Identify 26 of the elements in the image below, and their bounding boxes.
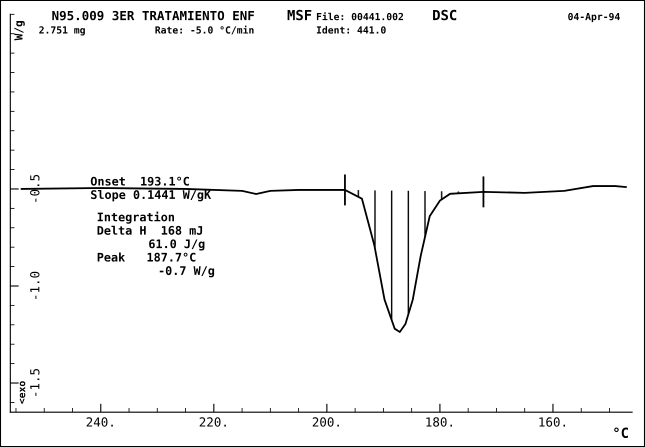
- y-tick-label: -1.5: [30, 368, 40, 396]
- y-tick-label: -1.0: [30, 272, 40, 299]
- annotation: File: 00441.002: [316, 12, 404, 20]
- y-axis-title: W/g: [14, 21, 25, 40]
- annotation: -0.7 W/g: [160, 266, 214, 278]
- annotation: <exo: [20, 381, 26, 404]
- annotation: 04-Apr-94: [568, 12, 620, 22]
- x-tick-label: 240.: [86, 417, 113, 427]
- annotation: DSC: [433, 10, 456, 20]
- annotation: Ident: 441.0: [316, 26, 386, 34]
- x-tick-label: 220.: [200, 417, 226, 427]
- chart-title: N95.009 3ER TRATAMIENTO ENF: [52, 10, 254, 20]
- annotation: Peak 187.7°C: [98, 252, 196, 262]
- annotation: Integration: [98, 212, 174, 224]
- annotation: 2.751 mg: [39, 26, 85, 36]
- x-tick-label: 160.: [539, 417, 566, 427]
- annotation: MSF: [288, 10, 312, 20]
- annotation: 61.0 J/g: [149, 239, 204, 251]
- y-tick-label: -0.5: [30, 174, 40, 202]
- annotation: Rate: -5.0 °C/min: [155, 26, 254, 34]
- x-axis-title: °C: [614, 428, 628, 438]
- x-tick-label: 200.: [312, 417, 339, 427]
- x-tick-label: 180.: [426, 417, 452, 427]
- annotation: Slope 0.1441 W/gK: [91, 190, 212, 202]
- annotation: Delta H 168 mJ: [98, 226, 202, 235]
- annotation: Onset 193.1°C: [90, 176, 189, 186]
